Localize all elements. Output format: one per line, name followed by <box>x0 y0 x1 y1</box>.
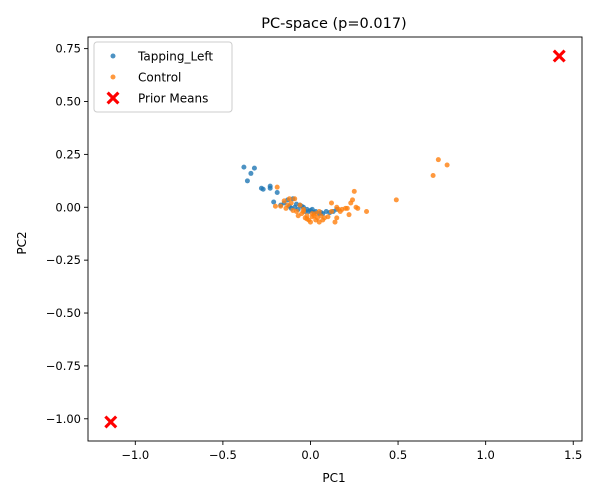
data-point <box>346 212 352 218</box>
x-tick-label: 0.0 <box>301 448 319 462</box>
plot-frame <box>87 36 583 442</box>
data-point <box>297 202 303 208</box>
data-point <box>337 209 343 215</box>
data-point <box>286 196 292 202</box>
data-point <box>248 170 254 176</box>
x-tick-label: 0.5 <box>389 448 407 462</box>
data-point <box>281 198 287 204</box>
legend-box <box>93 41 233 113</box>
data-point <box>328 209 334 215</box>
data-point <box>328 200 334 206</box>
data-point <box>278 203 284 209</box>
data-point <box>274 184 280 190</box>
data-point <box>260 186 266 192</box>
y-tick-label: 0.50 <box>55 95 81 109</box>
data-point <box>351 188 357 194</box>
data-point <box>364 209 370 215</box>
x-tick-label: −1.0 <box>121 448 149 462</box>
data-points <box>104 49 566 429</box>
data-point <box>251 165 257 171</box>
data-point <box>272 203 278 209</box>
y-tick-label: 0.00 <box>55 200 81 214</box>
data-point <box>393 197 399 203</box>
legend: Tapping_Left Control Prior Means <box>93 41 233 113</box>
data-point <box>244 178 250 184</box>
axes: −1.0 −0.5 0.0 0.5 1.0 1.5 −1.00 −0.75 −0.50 −0.25… <box>46 36 583 462</box>
x-tick-label: 1.0 <box>477 448 495 462</box>
data-point <box>283 205 289 211</box>
data-point <box>325 214 331 220</box>
data-point <box>307 219 313 225</box>
data-point <box>332 219 338 225</box>
data-point <box>316 209 322 215</box>
prior-mean-marker <box>552 49 566 63</box>
y-tick-label: 0.75 <box>55 42 81 56</box>
data-point <box>274 189 280 195</box>
data-point <box>334 215 340 221</box>
y-tick-label: −0.75 <box>46 359 81 373</box>
legend-marker <box>110 53 116 59</box>
data-point <box>300 209 306 215</box>
data-point <box>293 209 299 215</box>
legend-marker <box>106 91 120 105</box>
x-tick-label: −0.5 <box>209 448 237 462</box>
data-point <box>430 173 436 179</box>
data-point <box>304 216 310 222</box>
y-tick-label: 0.25 <box>55 147 81 161</box>
prior-mean-marker <box>104 415 118 429</box>
legend-label: Control <box>138 71 181 85</box>
data-point <box>271 199 277 205</box>
data-point <box>353 204 359 210</box>
data-point <box>435 157 441 163</box>
y-tick-label: −0.50 <box>46 306 81 320</box>
data-point <box>292 196 298 202</box>
data-point <box>241 164 247 170</box>
legend-label: Prior Means <box>138 92 208 106</box>
data-point <box>267 185 273 191</box>
x-axis-label: PC1 <box>322 471 345 485</box>
data-point <box>309 214 315 220</box>
legend-marker <box>110 74 116 80</box>
data-point <box>288 200 294 206</box>
y-tick-label: −1.00 <box>46 412 81 426</box>
data-point <box>350 197 356 203</box>
legend-label: Tapping_Left <box>137 50 213 64</box>
y-tick-label: −0.25 <box>46 253 81 267</box>
x-tick-label: 1.5 <box>564 448 582 462</box>
data-point <box>344 205 350 211</box>
chart-title: PC-space (p=0.017) <box>261 16 406 32</box>
data-point <box>334 204 340 210</box>
data-point <box>444 162 450 168</box>
data-point <box>295 213 301 219</box>
y-axis-label: PC2 <box>15 231 29 254</box>
